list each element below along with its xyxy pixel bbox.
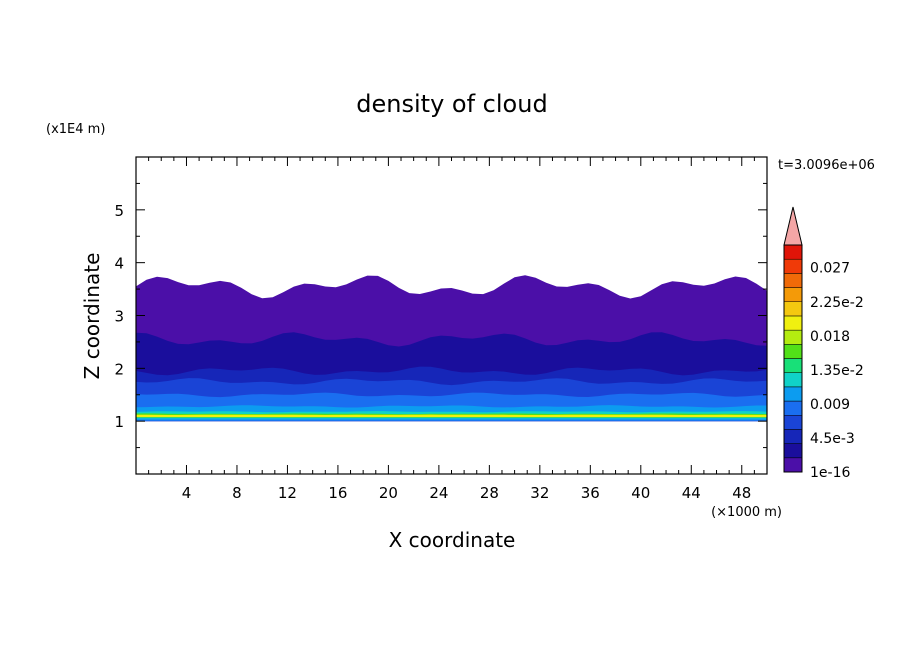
colorbar-swatch <box>783 415 803 430</box>
colorbar-swatch <box>783 386 803 402</box>
colorbar-swatch <box>783 400 803 416</box>
chart-title: density of cloud <box>356 90 547 118</box>
x-tick-label: 32 <box>530 484 549 502</box>
x-tick-label: 48 <box>732 484 751 502</box>
colorbar-label: 0.018 <box>810 329 850 345</box>
x-tick-label: 36 <box>581 484 600 502</box>
colorbar-label: 4.5e-3 <box>810 431 855 447</box>
x-axis: 4 8 12 16 20 24 28 32 36 40 44 48 <box>148 157 755 502</box>
colorbar-label: 0.027 <box>810 261 850 277</box>
colorbar-swatch <box>783 301 803 317</box>
y-tick-label: 2 <box>114 360 124 378</box>
y-unit-label: (x1E4 m) <box>46 122 105 137</box>
colorbar-swatch <box>783 457 803 473</box>
y-tick-label: 5 <box>114 202 124 220</box>
cloud-layer <box>136 414 767 417</box>
time-label: t=3.0096e+06 <box>778 158 875 173</box>
x-tick-label: 16 <box>328 484 347 502</box>
x-axis-label: X coordinate <box>389 528 516 552</box>
colorbar-label: 2.25e-2 <box>810 295 864 311</box>
y-tick-label: 1 <box>114 413 124 431</box>
x-tick-label: 44 <box>682 484 701 502</box>
colorbar-label: 1.35e-2 <box>810 363 864 379</box>
cloud-field <box>136 275 767 422</box>
x-unit-label: (×1000 m) <box>711 505 782 520</box>
colorbar-swatch <box>783 244 803 260</box>
x-tick-label: 4 <box>182 484 192 502</box>
y-tick-label: 4 <box>114 255 124 273</box>
colorbar-frame <box>783 244 803 473</box>
colorbar-label: 1e-16 <box>810 465 850 481</box>
x-tick-label: 20 <box>379 484 398 502</box>
colorbar-swatch <box>783 358 803 373</box>
x-tick-label: 24 <box>429 484 448 502</box>
x-tick-label: 28 <box>480 484 499 502</box>
x-tick-label: 8 <box>232 484 242 502</box>
colorbar-swatch <box>783 372 803 388</box>
x-tick-label: 12 <box>278 484 297 502</box>
y-tick-label: 3 <box>114 308 124 326</box>
colorbar-swatch <box>783 344 803 359</box>
x-tick-label: 40 <box>631 484 650 502</box>
colorbar: 1e-16 4.5e-3 0.009 1.35e-2 0.018 2.25e-2 0.027 <box>783 206 864 481</box>
colorbar-swatch <box>783 429 803 444</box>
y-axis: 1 2 3 4 5 <box>114 182 767 449</box>
colorbar-over-arrow <box>783 206 803 246</box>
colorbar-swatch <box>783 315 803 331</box>
colorbar-swatch <box>783 443 803 459</box>
colorbar-label: 0.009 <box>810 397 850 413</box>
colorbar-swatch <box>783 287 803 302</box>
y-axis-label: Z coordinate <box>80 253 104 380</box>
colorbar-swatch <box>783 273 803 288</box>
colorbar-swatch <box>783 258 803 274</box>
colorbar-swatch <box>783 329 803 345</box>
